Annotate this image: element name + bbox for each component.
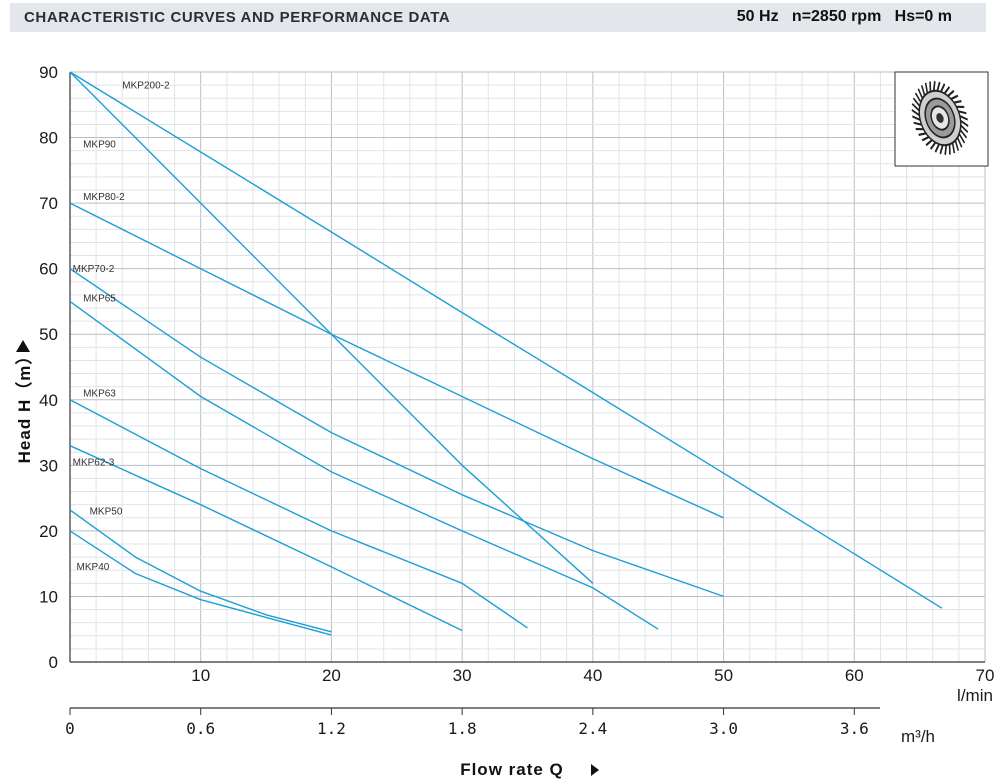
secondary-tick-label: 2.4 xyxy=(578,719,607,738)
series-label: MKP65 xyxy=(83,293,116,304)
y-tick-label: 10 xyxy=(39,587,58,606)
secondary-tick-label: 1.8 xyxy=(448,719,477,738)
impeller-blade xyxy=(954,140,960,151)
secondary-tick-label: 0 xyxy=(65,719,75,738)
x-axis-unit-m3h: m³/h xyxy=(901,727,935,746)
impeller-blade xyxy=(934,143,940,153)
impeller-blade xyxy=(912,97,921,107)
secondary-tick-label: 1.2 xyxy=(317,719,346,738)
x-tick-label: 70 xyxy=(976,666,995,685)
impeller-blade xyxy=(936,81,941,92)
impeller-blade xyxy=(944,144,948,156)
impeller-blade xyxy=(911,103,920,112)
chart-series xyxy=(69,71,943,636)
series-line xyxy=(69,399,528,629)
x-tick-label: 30 xyxy=(453,666,472,685)
y-tick-label: 0 xyxy=(49,653,58,672)
x-tick-label: 20 xyxy=(322,666,341,685)
y-tick-label: 50 xyxy=(39,325,58,344)
series-line xyxy=(69,268,724,598)
y-tick-label: 30 xyxy=(39,456,58,475)
impeller-blade xyxy=(950,94,959,101)
impeller-blade xyxy=(951,142,956,154)
impeller-blade xyxy=(959,114,968,121)
tick-labels: 0 10 20 30 40 50 60 70 80 90 10 20 30 40 50 60 70 0 0.6 1.2… xyxy=(39,63,994,738)
x-axis-unit-lmin: l/min xyxy=(957,686,993,705)
impeller-blade xyxy=(917,88,924,99)
secondary-tick-label: 3.0 xyxy=(709,719,738,738)
impeller-blade xyxy=(958,133,966,144)
impeller-blade xyxy=(914,92,922,103)
x-tick-label: 40 xyxy=(583,666,602,685)
series-label: MKP40 xyxy=(77,562,110,573)
impeller-blade xyxy=(921,135,930,142)
chart-grid xyxy=(69,71,986,663)
series-label: MKP62-3 xyxy=(73,457,115,468)
series-line xyxy=(69,202,724,519)
impeller-blade xyxy=(925,139,933,147)
series-line xyxy=(69,509,332,633)
impeller-blade xyxy=(943,86,951,95)
y-axis-arrow-icon xyxy=(16,340,30,352)
series-line xyxy=(69,71,943,609)
secondary-tick-label: 3.6 xyxy=(840,719,869,738)
impeller-blade xyxy=(956,137,963,148)
impeller-blade xyxy=(929,81,932,92)
impeller-blade xyxy=(920,85,926,96)
series-line xyxy=(69,445,463,632)
impeller-blade xyxy=(924,82,929,94)
impeller-bore xyxy=(936,113,944,123)
x-tick-label: 10 xyxy=(191,666,210,685)
impeller-blade xyxy=(960,124,969,133)
secondary-tick-label: 0.6 xyxy=(186,719,215,738)
y-tick-label: 60 xyxy=(39,260,58,279)
impeller-blade xyxy=(947,89,955,97)
y-tick-label: 20 xyxy=(39,522,58,541)
y-tick-label: 70 xyxy=(39,194,58,213)
impeller-icon xyxy=(911,80,969,156)
series-labels: MKP200-2 MKP90 MKP80-2 MKP70-2 MKP65 MKP63 MKP… xyxy=(73,80,170,573)
series-label: MKP80-2 xyxy=(83,192,125,203)
impeller-blade xyxy=(953,99,962,104)
chart-header-bar: CHARACTERISTIC CURVES AND PERFORMANCE DA… xyxy=(10,3,986,32)
impeller-blade xyxy=(948,144,951,155)
y-axis-title: Head H（m） xyxy=(14,347,34,464)
impeller-blade xyxy=(940,83,946,93)
impeller-blade xyxy=(929,141,937,150)
x-tick-label: 60 xyxy=(845,666,864,685)
impeller-blade xyxy=(956,105,965,109)
y-tick-label: 90 xyxy=(39,63,58,82)
impeller-blade xyxy=(915,127,924,131)
series-label: MKP50 xyxy=(90,507,123,518)
series-label: MKP90 xyxy=(83,139,116,150)
x-axis-arrow-icon xyxy=(591,764,599,776)
impeller-blade xyxy=(912,115,921,122)
impeller-blade xyxy=(913,121,922,126)
chart-header-title: CHARACTERISTIC CURVES AND PERFORMANCE DA… xyxy=(24,9,451,26)
series-label: MKP200-2 xyxy=(122,80,170,91)
impeller-blade xyxy=(960,119,969,127)
series-label: MKP70-2 xyxy=(73,264,115,275)
series-label: MKP63 xyxy=(83,389,116,400)
impeller-blade xyxy=(959,129,968,139)
impeller-thumbnail xyxy=(894,71,989,167)
x-axis-title: Flow rate Q xyxy=(460,760,564,779)
impeller-blade xyxy=(939,144,944,155)
y-tick-label: 40 xyxy=(39,391,58,410)
impeller-blade xyxy=(911,109,920,117)
chart-axes xyxy=(16,72,985,715)
y-tick-label: 80 xyxy=(39,129,58,148)
impeller-blade xyxy=(958,110,967,115)
series-line xyxy=(69,300,659,630)
impeller-blade xyxy=(932,80,936,92)
x-tick-label: 50 xyxy=(714,666,733,685)
series-line xyxy=(69,530,332,636)
operating-conditions: 50 Hz n=2850 rpm Hs=0 m xyxy=(736,8,952,25)
impeller-blade xyxy=(918,132,927,137)
